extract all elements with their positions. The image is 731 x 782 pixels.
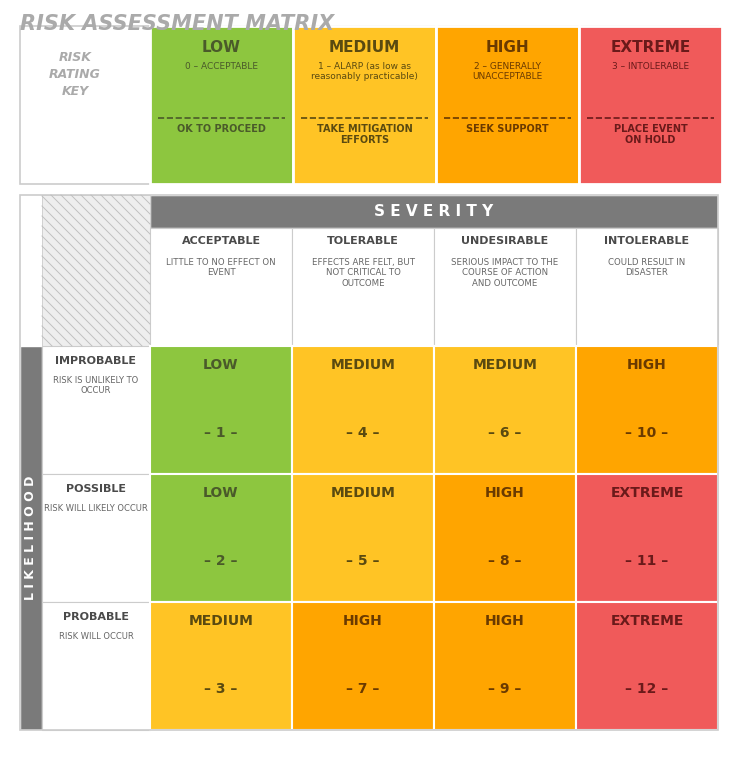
Bar xyxy=(150,602,292,730)
Bar xyxy=(42,602,150,730)
Text: – 5 –: – 5 – xyxy=(346,554,379,568)
Text: IMPROBABLE: IMPROBABLE xyxy=(56,356,137,366)
Text: – 7 –: – 7 – xyxy=(346,682,379,696)
Text: MEDIUM: MEDIUM xyxy=(472,358,537,372)
Text: COULD RESULT IN
DISASTER: COULD RESULT IN DISASTER xyxy=(608,258,686,278)
Text: 3 – INTOLERABLE: 3 – INTOLERABLE xyxy=(612,62,689,71)
Text: HIGH: HIGH xyxy=(485,614,525,628)
Text: – 3 –: – 3 – xyxy=(204,682,238,696)
Text: EXTREME: EXTREME xyxy=(610,40,691,55)
Bar xyxy=(20,346,42,730)
Bar xyxy=(436,26,579,184)
Text: RISK WILL OCCUR: RISK WILL OCCUR xyxy=(58,632,133,641)
Text: RISK: RISK xyxy=(58,51,91,64)
Text: LOW: LOW xyxy=(202,40,241,55)
Text: – 9 –: – 9 – xyxy=(488,682,522,696)
Text: 2 – GENERALLY
UNACCEPTABLE: 2 – GENERALLY UNACCEPTABLE xyxy=(472,62,542,81)
Bar xyxy=(576,228,718,346)
Bar xyxy=(434,346,576,474)
Bar xyxy=(292,602,434,730)
Bar xyxy=(434,602,576,730)
Text: MEDIUM: MEDIUM xyxy=(330,358,395,372)
Text: SERIOUS IMPACT TO THE
COURSE OF ACTION
AND OUTCOME: SERIOUS IMPACT TO THE COURSE OF ACTION A… xyxy=(451,258,558,288)
Text: RISK IS UNLIKELY TO
OCCUR: RISK IS UNLIKELY TO OCCUR xyxy=(53,376,139,396)
Bar xyxy=(150,474,292,602)
Bar xyxy=(150,26,293,184)
Text: – 10 –: – 10 – xyxy=(626,426,669,440)
Text: – 11 –: – 11 – xyxy=(626,554,669,568)
Bar xyxy=(20,195,718,730)
Bar xyxy=(293,26,436,184)
Text: LOW: LOW xyxy=(203,358,239,372)
Text: LITTLE TO NO EFFECT ON
EVENT: LITTLE TO NO EFFECT ON EVENT xyxy=(166,258,276,278)
Bar xyxy=(42,474,150,602)
Text: EXTREME: EXTREME xyxy=(610,486,683,500)
Text: RATING: RATING xyxy=(49,68,101,81)
Text: 0 – ACCEPTABLE: 0 – ACCEPTABLE xyxy=(185,62,258,71)
Text: – 12 –: – 12 – xyxy=(626,682,669,696)
Text: RISK WILL LIKELY OCCUR: RISK WILL LIKELY OCCUR xyxy=(44,504,148,513)
Text: MEDIUM: MEDIUM xyxy=(330,486,395,500)
Bar xyxy=(292,474,434,602)
Bar xyxy=(42,346,150,474)
Text: S E V E R I T Y: S E V E R I T Y xyxy=(374,204,493,219)
Bar xyxy=(20,26,718,184)
Bar xyxy=(42,195,150,346)
Text: – 2 –: – 2 – xyxy=(204,554,238,568)
Bar xyxy=(576,346,718,474)
Text: – 8 –: – 8 – xyxy=(488,554,522,568)
Text: PROBABLE: PROBABLE xyxy=(63,612,129,622)
Bar xyxy=(434,228,576,346)
Text: RISK ASSESSMENT MATRIX: RISK ASSESSMENT MATRIX xyxy=(20,14,334,34)
Text: POSSIBLE: POSSIBLE xyxy=(66,484,126,494)
Bar xyxy=(576,474,718,602)
Text: KEY: KEY xyxy=(61,85,88,98)
Bar xyxy=(150,228,292,346)
Text: EFFECTS ARE FELT, BUT
NOT CRITICAL TO
OUTCOME: EFFECTS ARE FELT, BUT NOT CRITICAL TO OU… xyxy=(311,258,414,288)
Text: TOLERABLE: TOLERABLE xyxy=(327,236,399,246)
Text: HIGH: HIGH xyxy=(485,486,525,500)
Bar xyxy=(434,474,576,602)
Text: HIGH: HIGH xyxy=(343,614,383,628)
Bar xyxy=(576,602,718,730)
Bar xyxy=(150,195,718,228)
Text: MEDIUM: MEDIUM xyxy=(329,40,400,55)
Text: 1 – ALARP (as low as
reasonably practicable): 1 – ALARP (as low as reasonably practica… xyxy=(311,62,418,81)
Text: ACCEPTABLE: ACCEPTABLE xyxy=(181,236,260,246)
Text: HIGH: HIGH xyxy=(485,40,529,55)
Bar xyxy=(579,26,722,184)
Text: LOW: LOW xyxy=(203,486,239,500)
Text: UNDESIRABLE: UNDESIRABLE xyxy=(461,236,549,246)
Text: – 1 –: – 1 – xyxy=(204,426,238,440)
Text: L I K E L I H O O D: L I K E L I H O O D xyxy=(25,475,37,601)
Text: TAKE MITIGATION
EFFORTS: TAKE MITIGATION EFFORTS xyxy=(317,124,412,145)
Text: EXTREME: EXTREME xyxy=(610,614,683,628)
Bar xyxy=(150,346,292,474)
Text: MEDIUM: MEDIUM xyxy=(189,614,254,628)
Bar xyxy=(292,346,434,474)
Text: OK TO PROCEED: OK TO PROCEED xyxy=(177,124,266,134)
Text: – 4 –: – 4 – xyxy=(346,426,379,440)
Text: INTOLERABLE: INTOLERABLE xyxy=(605,236,689,246)
Text: SEEK SUPPORT: SEEK SUPPORT xyxy=(466,124,549,134)
Bar xyxy=(292,228,434,346)
Text: PLACE EVENT
ON HOLD: PLACE EVENT ON HOLD xyxy=(613,124,687,145)
Text: – 6 –: – 6 – xyxy=(488,426,522,440)
Text: HIGH: HIGH xyxy=(627,358,667,372)
